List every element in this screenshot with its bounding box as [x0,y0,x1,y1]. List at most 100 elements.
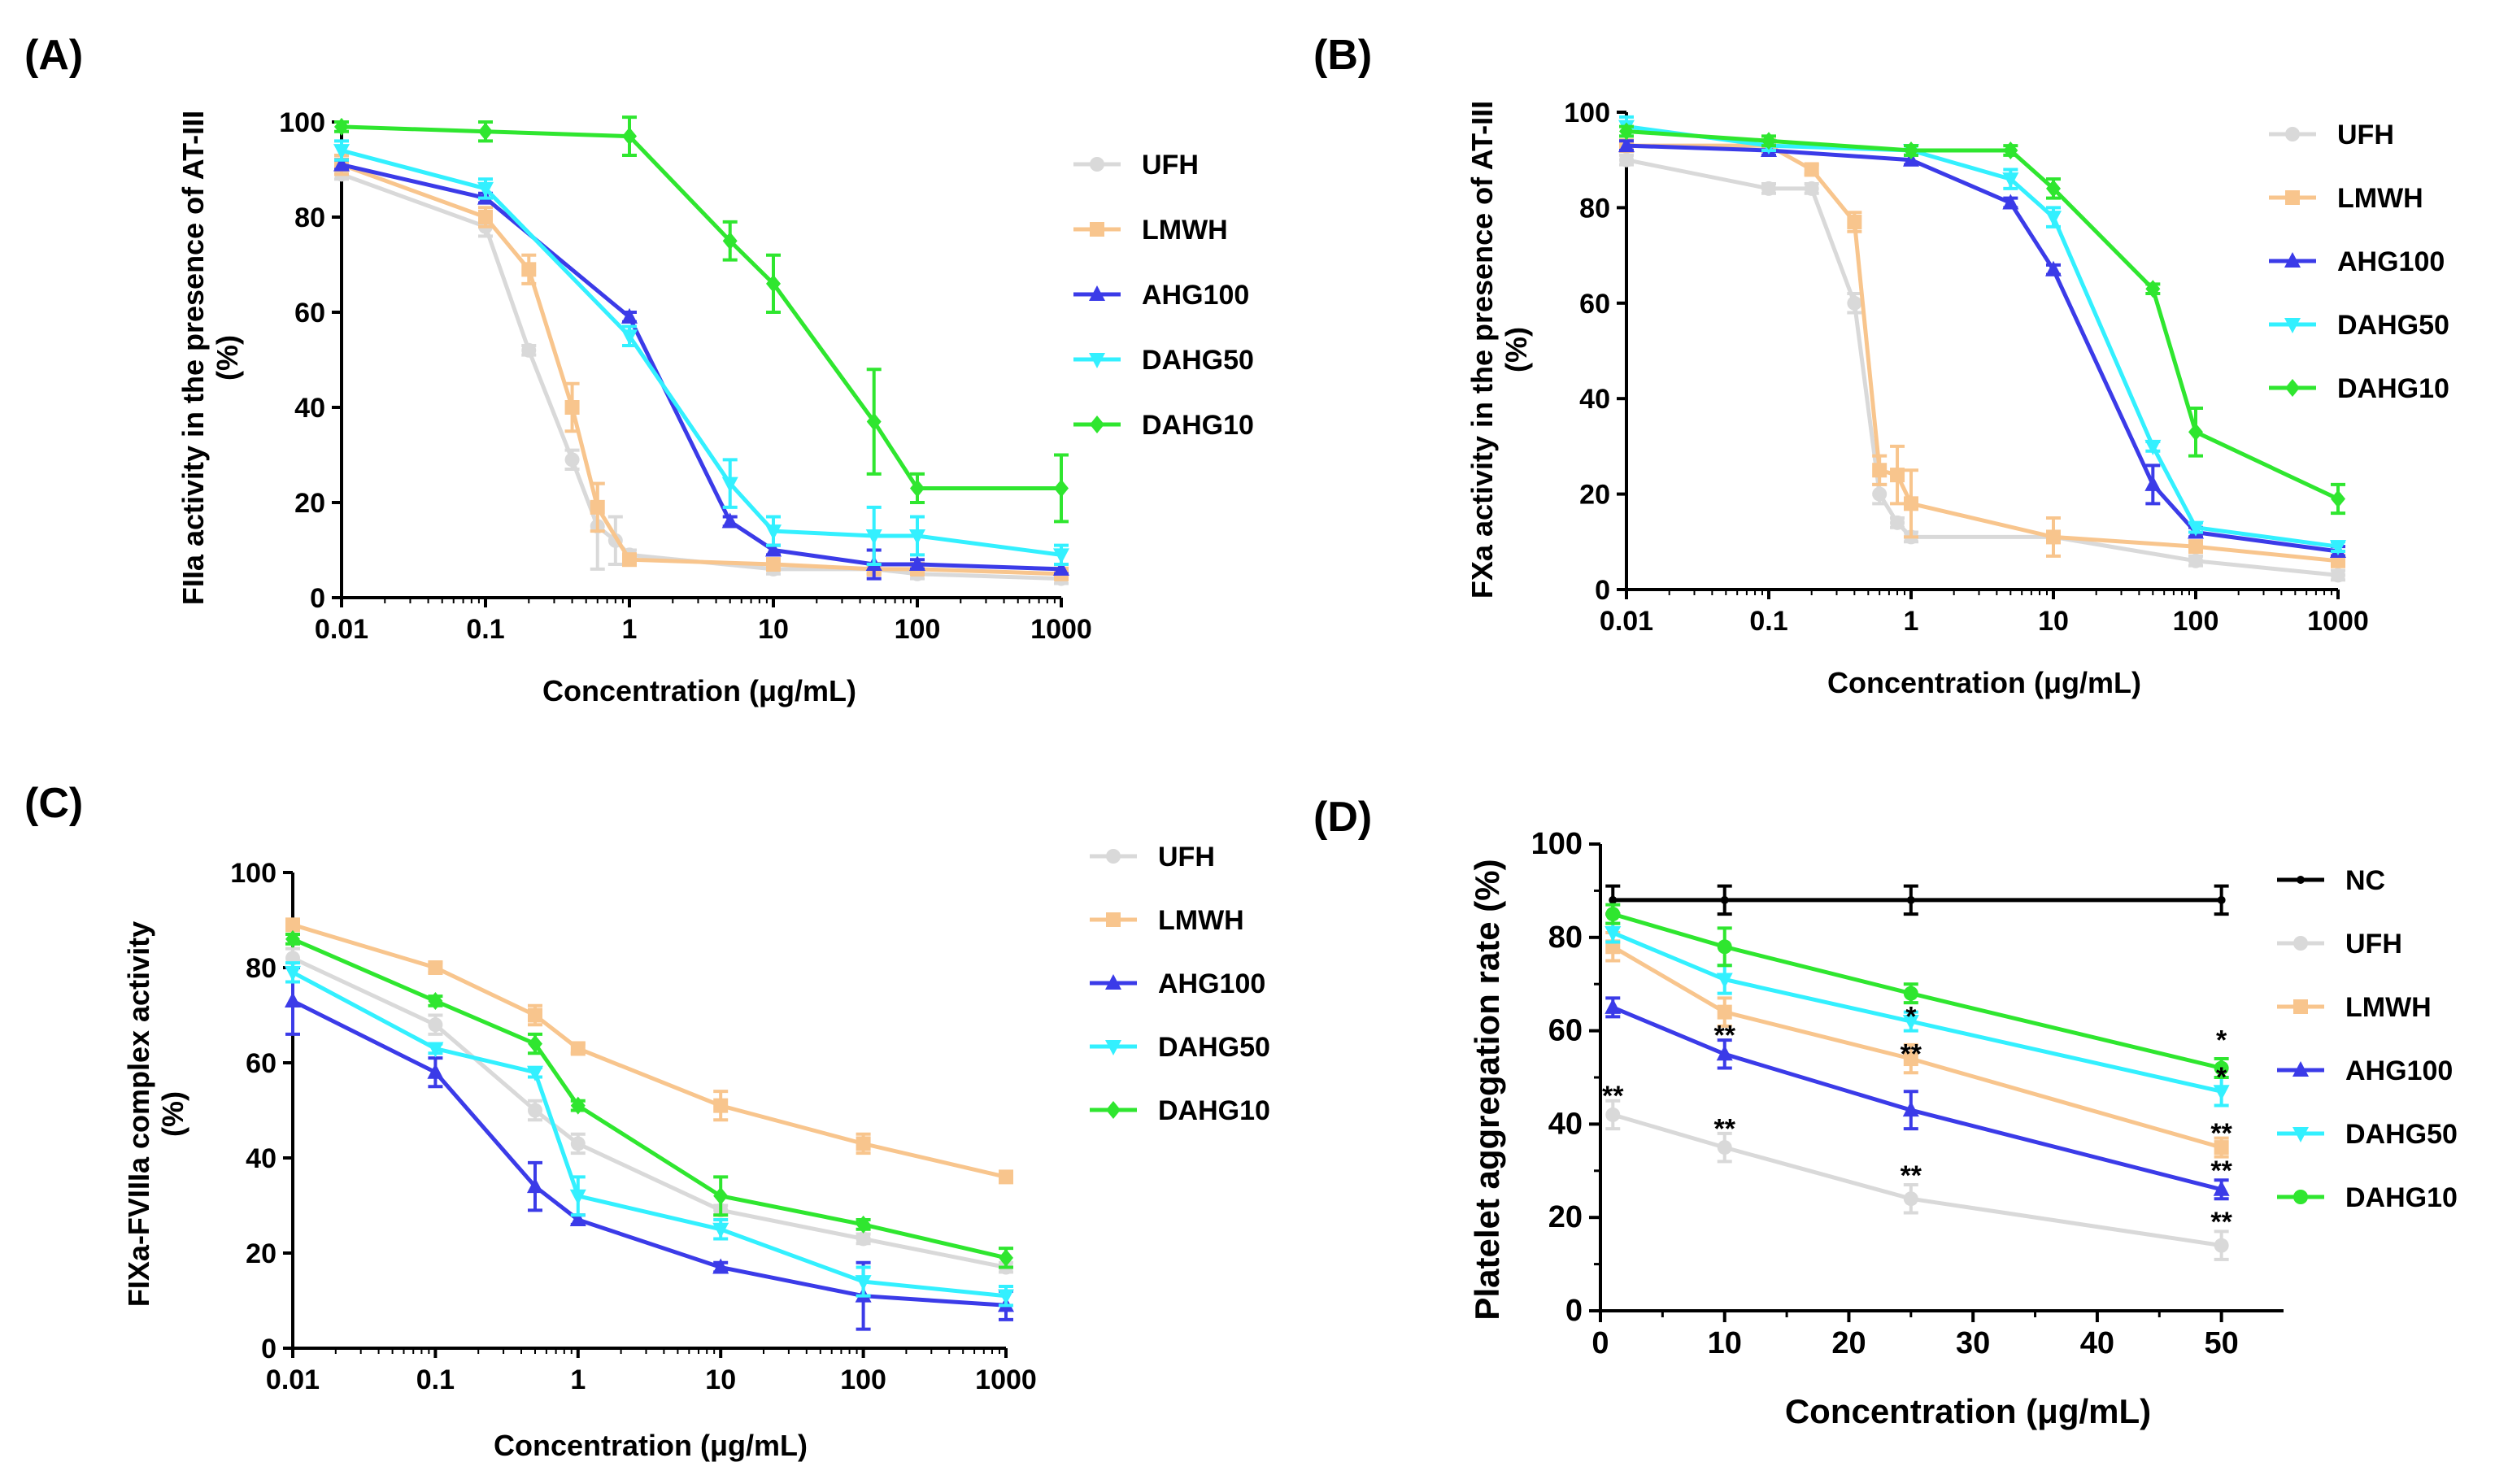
panel-d-point-dahg10 [1903,986,1918,1001]
panel-a-x-tick-label: 1000 [1030,614,1092,645]
panel-c-legend-label: UFH [1158,842,1215,873]
panel-b-axes: 0 20 40 60 80 100 0.01 0.1 1 10 100 1000 [1564,98,2369,637]
panel-a-point-dahg10 [910,479,925,498]
panel-a-point-ahg100 [333,155,350,172]
panel-d-point-ahg100 [1902,1101,1919,1117]
panel-c-legend-label: DAHG10 [1158,1095,1270,1126]
panel-c-y-axis-title-line-2: (%) [156,1091,189,1137]
panel-d-legend-label: DAHG10 [2345,1182,2458,1213]
panel-d-significance-mark: ** [1901,1039,1922,1070]
panel-c-point-dahg10 [999,1248,1013,1267]
panel-c-y-tick-label: 0 [261,1334,276,1364]
panel-c-point-lmwh [570,1041,586,1056]
panel-c-point-dahg10 [527,1034,542,1053]
panel-b-legend-marker [2285,379,2300,397]
panel-b-legend-marker [2285,127,2300,141]
panel-c-x-tick-label: 0.01 [266,1364,320,1395]
panel-c: (C) Concentration (μg/mL) FIXa-FVIIIa co… [24,780,1270,1462]
panel-b-legend-label: DAHG10 [2337,373,2449,404]
panel-b-legend-label: AHG100 [2337,246,2445,277]
panel-c-series-lmwh [285,917,1013,1185]
panel-a-point-dahg10 [334,117,349,136]
panel-d-point-nc [1720,895,1729,904]
panel-c-point-dahg50 [855,1275,872,1291]
panel-a-plot-area [333,115,1069,586]
panel-d-legend-marker [2297,876,2305,884]
panel-b-point-ufh [2331,568,2345,583]
panel-b-point-lmwh [1872,463,1888,478]
panel-a-point-ahg100 [765,541,782,557]
panel-d-y-tick-label: 40 [1548,1107,1583,1141]
panel-c-x-tick-label: 1000 [975,1364,1037,1395]
panel-c-point-dahg50 [998,1289,1014,1305]
panel-a-point-lmwh [766,557,781,572]
panel-a-point-ufh [564,452,580,468]
panel-b-point-dahg10 [2331,490,2345,508]
panel-b-point-lmwh [1847,215,1862,230]
panel-b-letter: (B) [1313,32,1372,79]
panel-a-point-ahg100 [909,555,925,572]
panel-a-series-ahg100 [333,155,1069,581]
panel-b-point-dahg50 [2188,520,2204,537]
panel-a: (A) Concentration (μg/mL) FIIa activity … [24,32,1254,707]
panel-a-x-tick-label: 100 [895,614,941,645]
panel-c-axes: 0 20 40 60 80 100 0.01 0.1 1 10 100 1000 [230,858,1037,1395]
panel-b-point-ahg100 [2144,475,2162,491]
panel-c-point-dahg50 [285,965,301,981]
panel-b-legend-item-lmwh: LMWH [2269,183,2423,214]
panel-a-point-ahg100 [1053,559,1069,576]
panel-d-point-dahg50 [2213,1085,2230,1101]
panel-a-point-lmwh [478,210,493,224]
panel-d-legend-item-nc: NC [2277,865,2385,896]
panel-c-legend-item-dahg50: DAHG50 [1090,1032,1270,1063]
panel-d-legend: NC UFH LMWH AHG100 DAHG50 DAHG10 [2277,865,2458,1213]
panel-c-x-tick-label: 0.1 [416,1364,455,1395]
panel-c-legend: UFH LMWH AHG100 DAHG50 DAHG10 [1090,842,1270,1126]
panel-d-point-ufh [1903,1191,1918,1207]
panel-b-point-dahg10 [2188,423,2203,442]
panel-c-y-tick-label: 60 [246,1048,276,1079]
panel-d-significance-mark: ** [2210,1118,2232,1149]
panel-c-legend-label: DAHG50 [1158,1032,1270,1063]
panel-a-line-ufh [341,172,1062,581]
panel-a-series-dahg10 [334,115,1069,524]
panel-b-point-ahg100 [1618,137,1635,153]
panel-b-line-lmwh [1626,143,2339,564]
panel-b-point-dahg50 [2330,540,2346,556]
panel-d-legend-label: UFH [2345,929,2402,960]
panel-c-point-dahg10 [856,1215,871,1234]
panel-c-series-dahg50 [285,961,1014,1308]
panel-c-legend-marker [1105,1040,1121,1055]
panel-b-x-tick-label: 10 [2038,606,2069,637]
panel-d-legend-marker [2293,1190,2308,1204]
panel-d-line-ahg100 [1612,1005,2223,1192]
panel-d-significance-mark: ** [1713,1021,1735,1051]
panel-c-point-ahg100 [427,1063,444,1079]
panel-a-legend-marker [1089,353,1105,368]
panel-b-y-axis-title-line-2: (%) [1500,327,1533,372]
panel-b-point-ufh [1804,181,1819,196]
panel-b-line-dahg10 [1626,129,2340,501]
panel-b-point-ufh [1890,515,1905,530]
panel-b-point-ahg100 [2045,260,2062,276]
panel-a-y-tick-label: 0 [310,583,325,614]
panel-a-legend-label: DAHG50 [1142,345,1254,376]
panel-d-point-dahg10 [1605,907,1621,922]
panel-b-x-tick-label: 0.1 [1749,606,1787,637]
panel-a-legend-item-dahg50: DAHG50 [1073,345,1254,376]
panel-d-point-ahg100 [1716,1045,1733,1061]
panel-d-significance-mark: * [1905,1002,1917,1033]
panel-c-point-ahg100 [526,1177,543,1194]
panel-a-point-dahg50 [865,529,882,545]
panel-d-y-tick-label: 60 [1548,1014,1583,1048]
panel-c-point-lmwh [285,917,300,933]
panel-b-line-ahg100 [1626,143,2339,554]
panel-d-point-ufh [1605,1107,1621,1122]
panel-b-series-ufh [1619,152,2345,583]
panel-a-point-dahg50 [1053,548,1069,564]
panel-a-x-tick-label: 1 [622,614,638,645]
panel-b-legend-marker [2284,252,2301,268]
panel-d-series-ahg100 [1605,996,2230,1201]
panel-d-legend-item-lmwh: LMWH [2277,992,2432,1023]
